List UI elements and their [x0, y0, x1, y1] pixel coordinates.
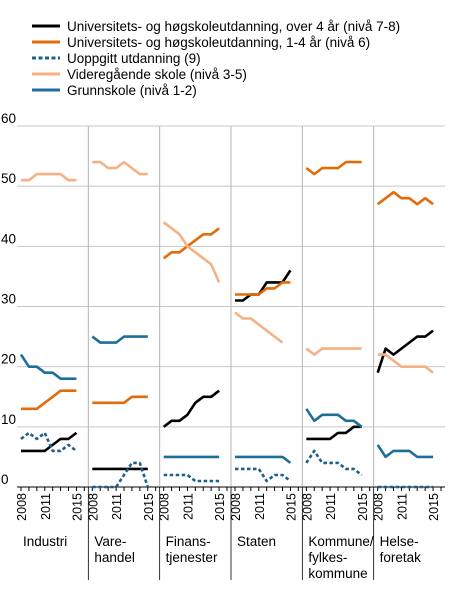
y-tick-label-30: 30	[1, 292, 16, 307]
legend-label-vgs: Videregående skole (nivå 3-5)	[67, 67, 247, 82]
series-line-grunn	[19, 353, 77, 381]
panel-label: foretak	[380, 550, 422, 565]
x-tick-label: 2011	[324, 493, 338, 520]
y-tick-label-50: 50	[1, 171, 16, 186]
x-tick-label: 2008	[372, 493, 386, 521]
x-tick-label: 2011	[110, 493, 124, 520]
x-tick-label: 2008	[158, 493, 172, 521]
series-line-unknown	[163, 473, 220, 483]
legend-label-uni_low: Universitets- og høgskoleutdanning, 1-4 …	[67, 35, 370, 50]
panel-label: Kommune/	[308, 534, 374, 549]
series-line-vgs	[21, 172, 77, 182]
panel-5: 2008 2011 2015 Helse-foretak	[372, 126, 445, 580]
series-line-uni_low	[305, 160, 362, 176]
series-line-uni_low	[235, 281, 291, 296]
legend-label-uni_high: Universitets- og høgskoleutdanning, over…	[67, 19, 400, 34]
series-line-grunn	[305, 408, 363, 428]
series-line-uni_low	[92, 395, 148, 405]
panel-label: Finans-	[166, 534, 211, 549]
series-line-unknown	[92, 461, 150, 489]
x-tick-label: 2015	[213, 493, 227, 521]
series-line-vgs	[377, 353, 434, 374]
legend-label-unknown: Uoppgitt utdanning (9)	[67, 51, 201, 66]
x-tick-label: 2015	[284, 493, 298, 521]
x-tick-label: 2011	[181, 493, 195, 520]
panel-label: Staten	[237, 534, 276, 549]
legend-label-grunn: Grunnskole (nivå 1-2)	[67, 83, 197, 98]
series-line-grunn	[376, 444, 434, 459]
series-line-unknown	[305, 449, 363, 477]
x-tick-label: 2015	[356, 493, 370, 521]
series-line-vgs	[305, 347, 362, 356]
panel-label: Vare-	[94, 534, 126, 549]
series-line-vgs	[92, 160, 148, 176]
panel-label: Helse-	[380, 534, 419, 549]
x-tick-label: 2008	[300, 493, 314, 521]
series-line-grunn	[235, 455, 292, 464]
series-line-uni_high	[306, 425, 362, 441]
series-line-uni_high	[21, 431, 78, 453]
x-tick-label: 2008	[15, 493, 29, 521]
series-line-uni_low	[21, 389, 77, 411]
series-line-uni_high	[376, 329, 434, 374]
legend: Universitets- og høgskoleutdanning, over…	[32, 19, 400, 98]
series-line-vgs	[234, 311, 284, 344]
x-tick-label: 2015	[70, 493, 84, 521]
series-line-uni_high	[162, 389, 220, 428]
x-tick-label: 2011	[39, 493, 53, 520]
series-line-uni_low	[376, 190, 434, 206]
series-line-uni_low	[162, 227, 220, 260]
panel-label: handel	[94, 550, 135, 565]
panel-1: 2008 2011 2015 Vare-handel	[86, 126, 160, 580]
panel-4: 2008 2011 2015 Kommune/fylkes-kommune	[300, 126, 374, 581]
series-line-uni_high	[235, 269, 292, 302]
y-tick-label-10: 10	[1, 412, 16, 427]
panel-3: 2008 2011 2015 Staten	[229, 126, 303, 580]
y-tick-label-20: 20	[1, 352, 16, 367]
y-tick-label-0: 0	[1, 472, 9, 487]
x-tick-label: 2015	[427, 493, 441, 521]
y-tick-label-60: 60	[1, 111, 16, 126]
x-tick-label: 2011	[395, 493, 409, 520]
series-line-vgs	[162, 221, 221, 283]
x-tick-label: 2011	[253, 493, 267, 520]
panel-label: tjenester	[166, 550, 218, 565]
y-tick-label-40: 40	[1, 231, 16, 246]
x-tick-label: 2015	[142, 493, 156, 521]
panel-label: Industri	[23, 534, 67, 549]
panel-label: fylkes-	[308, 550, 347, 565]
series-line-unknown	[235, 467, 292, 483]
y-axis: 0 10 20 30 40 50 60	[1, 111, 16, 487]
series-line-grunn	[91, 335, 148, 344]
x-tick-label: 2008	[229, 493, 243, 521]
panel-label: kommune	[308, 566, 367, 581]
x-tick-label: 2008	[86, 493, 100, 521]
